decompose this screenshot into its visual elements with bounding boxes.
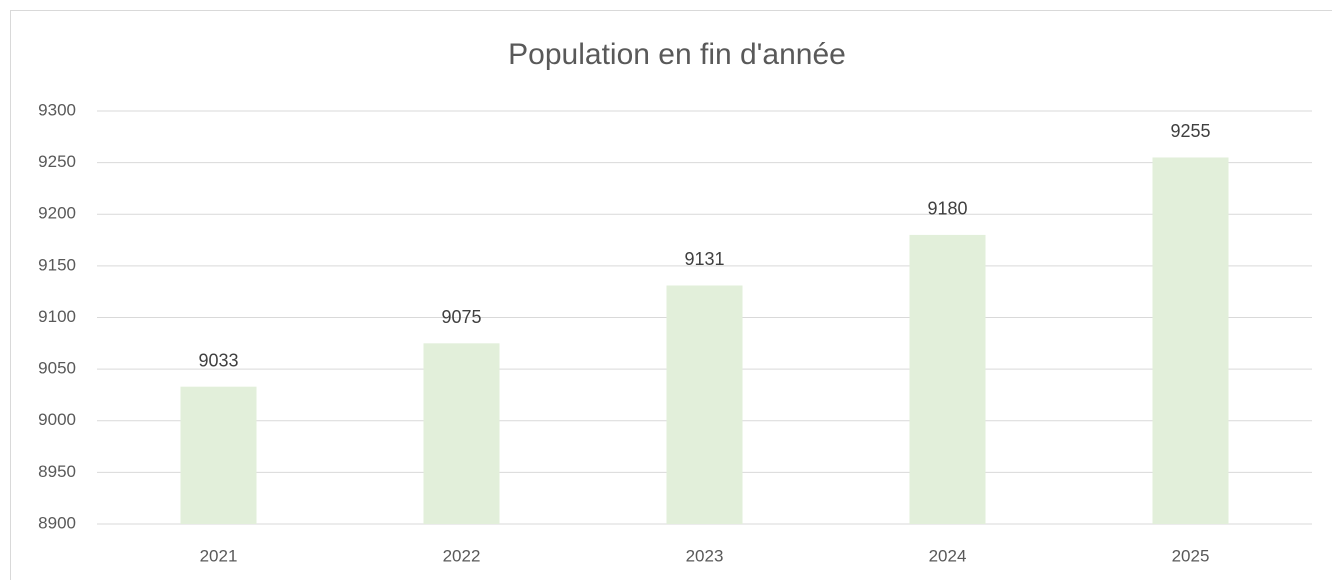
bar xyxy=(909,234,986,524)
y-tick-label: 8950 xyxy=(38,462,76,481)
data-label: 9075 xyxy=(441,307,481,327)
data-label: 9180 xyxy=(927,199,967,219)
chart-title: Population en fin d'année xyxy=(508,38,846,71)
data-label: 9255 xyxy=(1170,121,1210,141)
bar xyxy=(666,285,743,524)
data-label: 9131 xyxy=(684,249,724,269)
y-tick-label: 9250 xyxy=(38,152,76,171)
x-tick-label: 2023 xyxy=(686,546,724,565)
bar xyxy=(423,343,500,524)
y-tick-label: 8900 xyxy=(38,513,76,532)
y-tick-label: 9100 xyxy=(38,307,76,326)
x-tick-label: 2021 xyxy=(200,546,238,565)
data-label: 9033 xyxy=(198,350,238,370)
x-tick-label: 2024 xyxy=(929,546,967,565)
y-tick-label: 9200 xyxy=(38,204,76,223)
x-tick-label: 2025 xyxy=(1172,546,1210,565)
x-tick-label: 2022 xyxy=(443,546,481,565)
y-tick-label: 9150 xyxy=(38,255,76,274)
y-tick-label: 9050 xyxy=(38,359,76,378)
bar xyxy=(1152,157,1229,524)
y-tick-label: 9000 xyxy=(38,410,76,429)
bar xyxy=(180,386,257,524)
y-tick-label: 9300 xyxy=(38,100,76,119)
